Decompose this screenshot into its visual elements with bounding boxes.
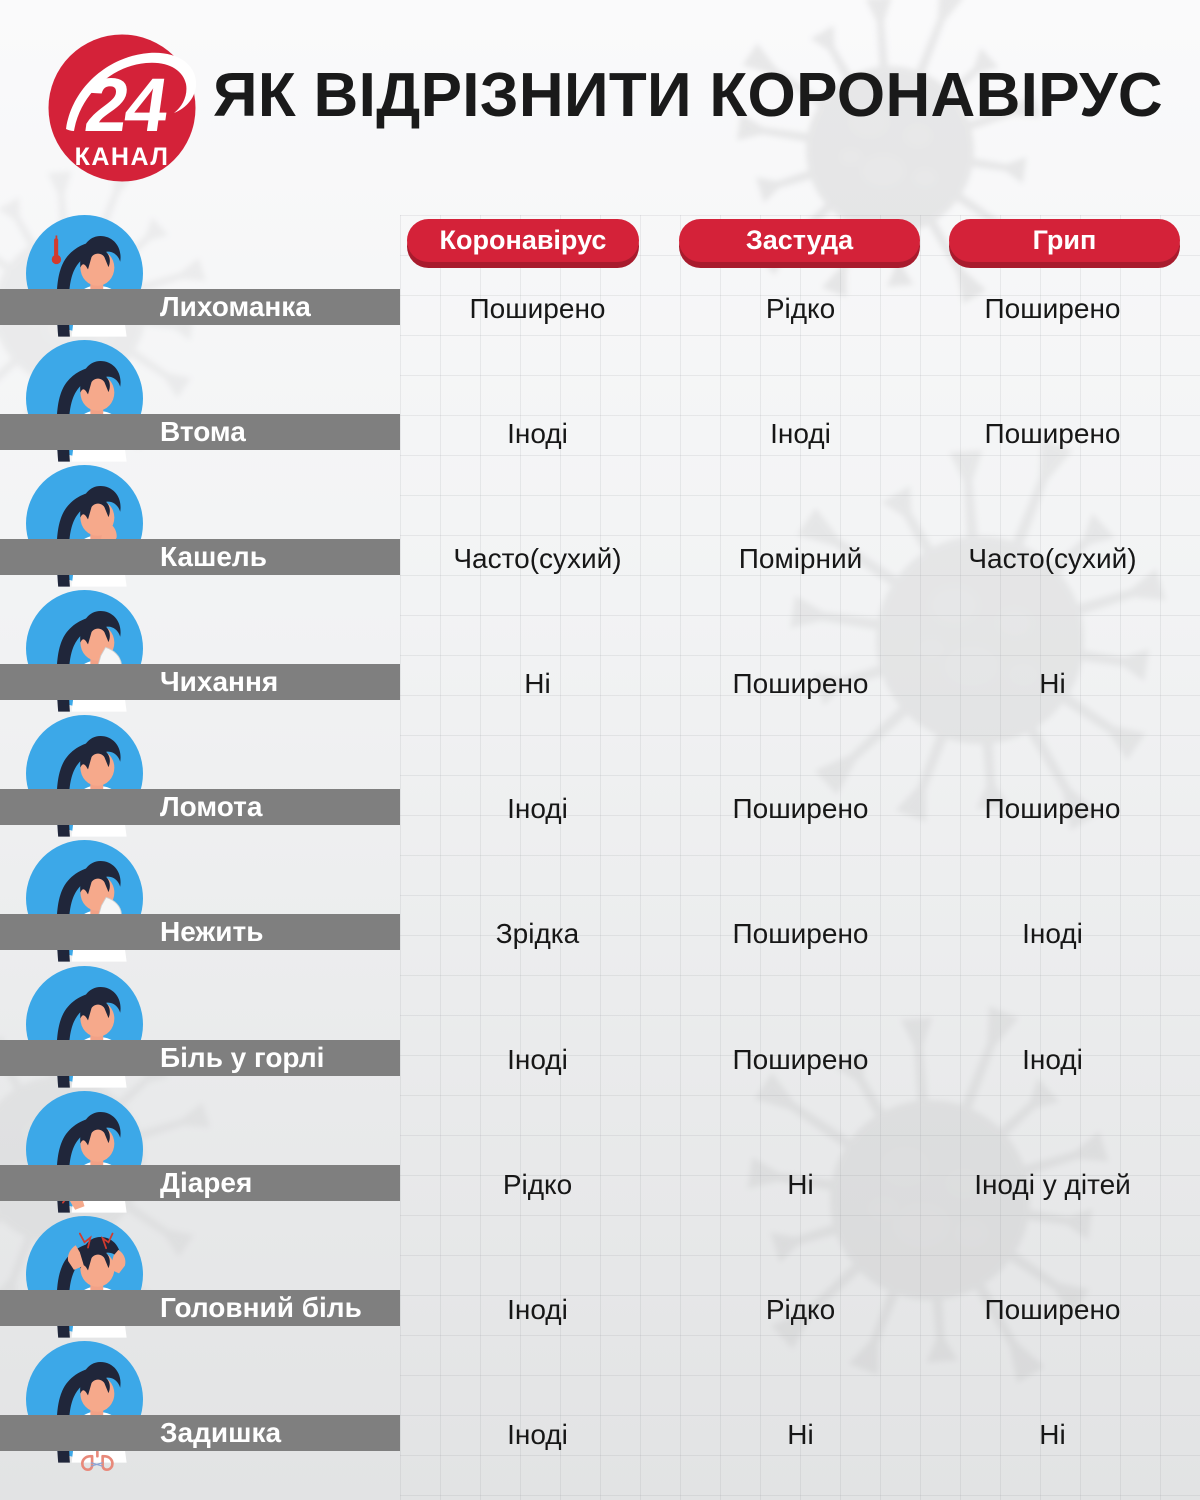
svg-text:24: 24 (80, 63, 174, 148)
svg-text:КАНАЛ: КАНАЛ (75, 143, 170, 171)
